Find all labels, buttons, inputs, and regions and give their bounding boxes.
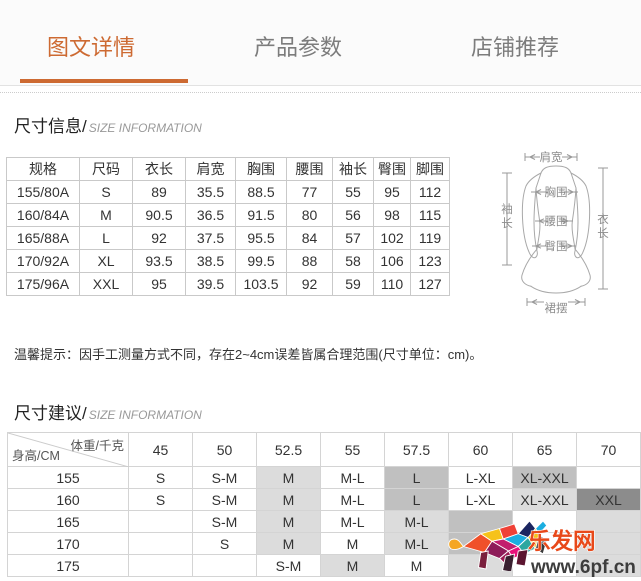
- svg-text:胸围: 胸围: [545, 185, 568, 199]
- svg-text:肩宽: 肩宽: [540, 150, 563, 164]
- svg-text:腰围: 腰围: [545, 215, 568, 228]
- svg-text:袖: 袖: [501, 202, 513, 216]
- svg-text:长: 长: [597, 227, 609, 240]
- svg-text:臀围: 臀围: [545, 240, 568, 253]
- svg-text:衣: 衣: [597, 212, 609, 226]
- svg-text:裙摆: 裙摆: [545, 301, 568, 315]
- svg-text:乐发网: 乐发网: [528, 528, 596, 554]
- svg-text:长: 长: [501, 217, 513, 230]
